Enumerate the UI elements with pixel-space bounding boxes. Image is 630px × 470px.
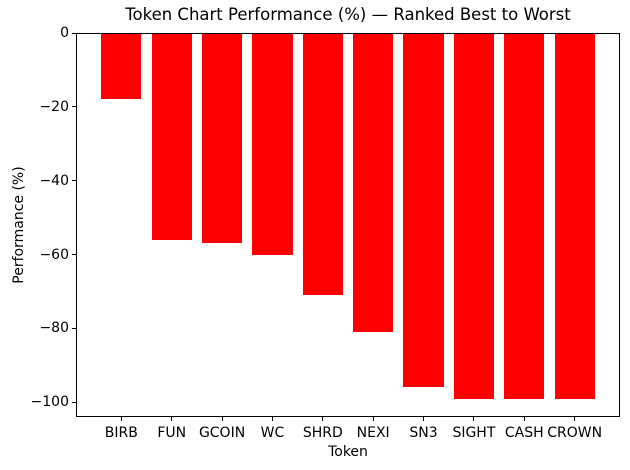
- bar-FUN: [151, 33, 192, 240]
- x-tick-label-BIRB: BIRB: [104, 425, 138, 441]
- bar-WC: [252, 33, 293, 255]
- y-tick-mark: [72, 32, 76, 34]
- bars-layer: [76, 33, 620, 417]
- x-tick-mark: [372, 417, 374, 421]
- x-tick-mark: [221, 417, 223, 421]
- x-tick-mark: [523, 417, 525, 421]
- x-tick-mark: [120, 417, 122, 421]
- y-tick-label: −60: [39, 246, 69, 263]
- x-tick-label-CASH: CASH: [504, 425, 544, 441]
- bar-NEXI: [353, 33, 394, 333]
- x-axis-label: Token: [328, 444, 368, 460]
- y-tick-mark: [72, 106, 76, 108]
- bar-GCOIN: [201, 33, 243, 244]
- x-tick-label-SHRD: SHRD: [302, 425, 343, 441]
- y-tick-mark: [72, 401, 76, 403]
- x-tick-mark: [574, 417, 576, 421]
- y-tick-mark: [72, 327, 76, 329]
- x-tick-label-SN3: SN3: [409, 425, 438, 441]
- bar-SN3: [403, 33, 444, 388]
- y-tick-label: 0: [60, 25, 69, 41]
- bar-BIRB: [101, 33, 142, 100]
- x-tick-label-FUN: FUN: [157, 425, 187, 441]
- y-tick-label: −80: [39, 320, 69, 337]
- x-tick-label-GCOIN: GCOIN: [198, 425, 246, 441]
- x-tick-label-CROWN: CROWN: [547, 425, 603, 441]
- y-tick-label: −40: [39, 172, 69, 189]
- x-tick-mark: [322, 417, 324, 421]
- bar-CROWN: [554, 33, 595, 399]
- bar-SHRD: [302, 33, 343, 296]
- y-tick-label: −20: [39, 98, 69, 115]
- x-tick-mark: [271, 417, 273, 421]
- x-tick-label-WC: WC: [260, 425, 285, 441]
- x-tick-mark: [171, 417, 173, 421]
- y-tick-mark: [72, 254, 76, 256]
- y-tick-mark: [72, 180, 76, 182]
- y-tick-label: −100: [30, 394, 69, 411]
- x-tick-label-SIGHT: SIGHT: [452, 425, 496, 441]
- x-tick-label-NEXI: NEXI: [356, 425, 390, 441]
- bar-CASH: [504, 33, 545, 399]
- x-tick-mark: [423, 417, 425, 421]
- bar-SIGHT: [453, 33, 495, 399]
- x-tick-mark: [473, 417, 475, 421]
- chart-title: Token Chart Performance (%) — Ranked Bes…: [125, 5, 571, 24]
